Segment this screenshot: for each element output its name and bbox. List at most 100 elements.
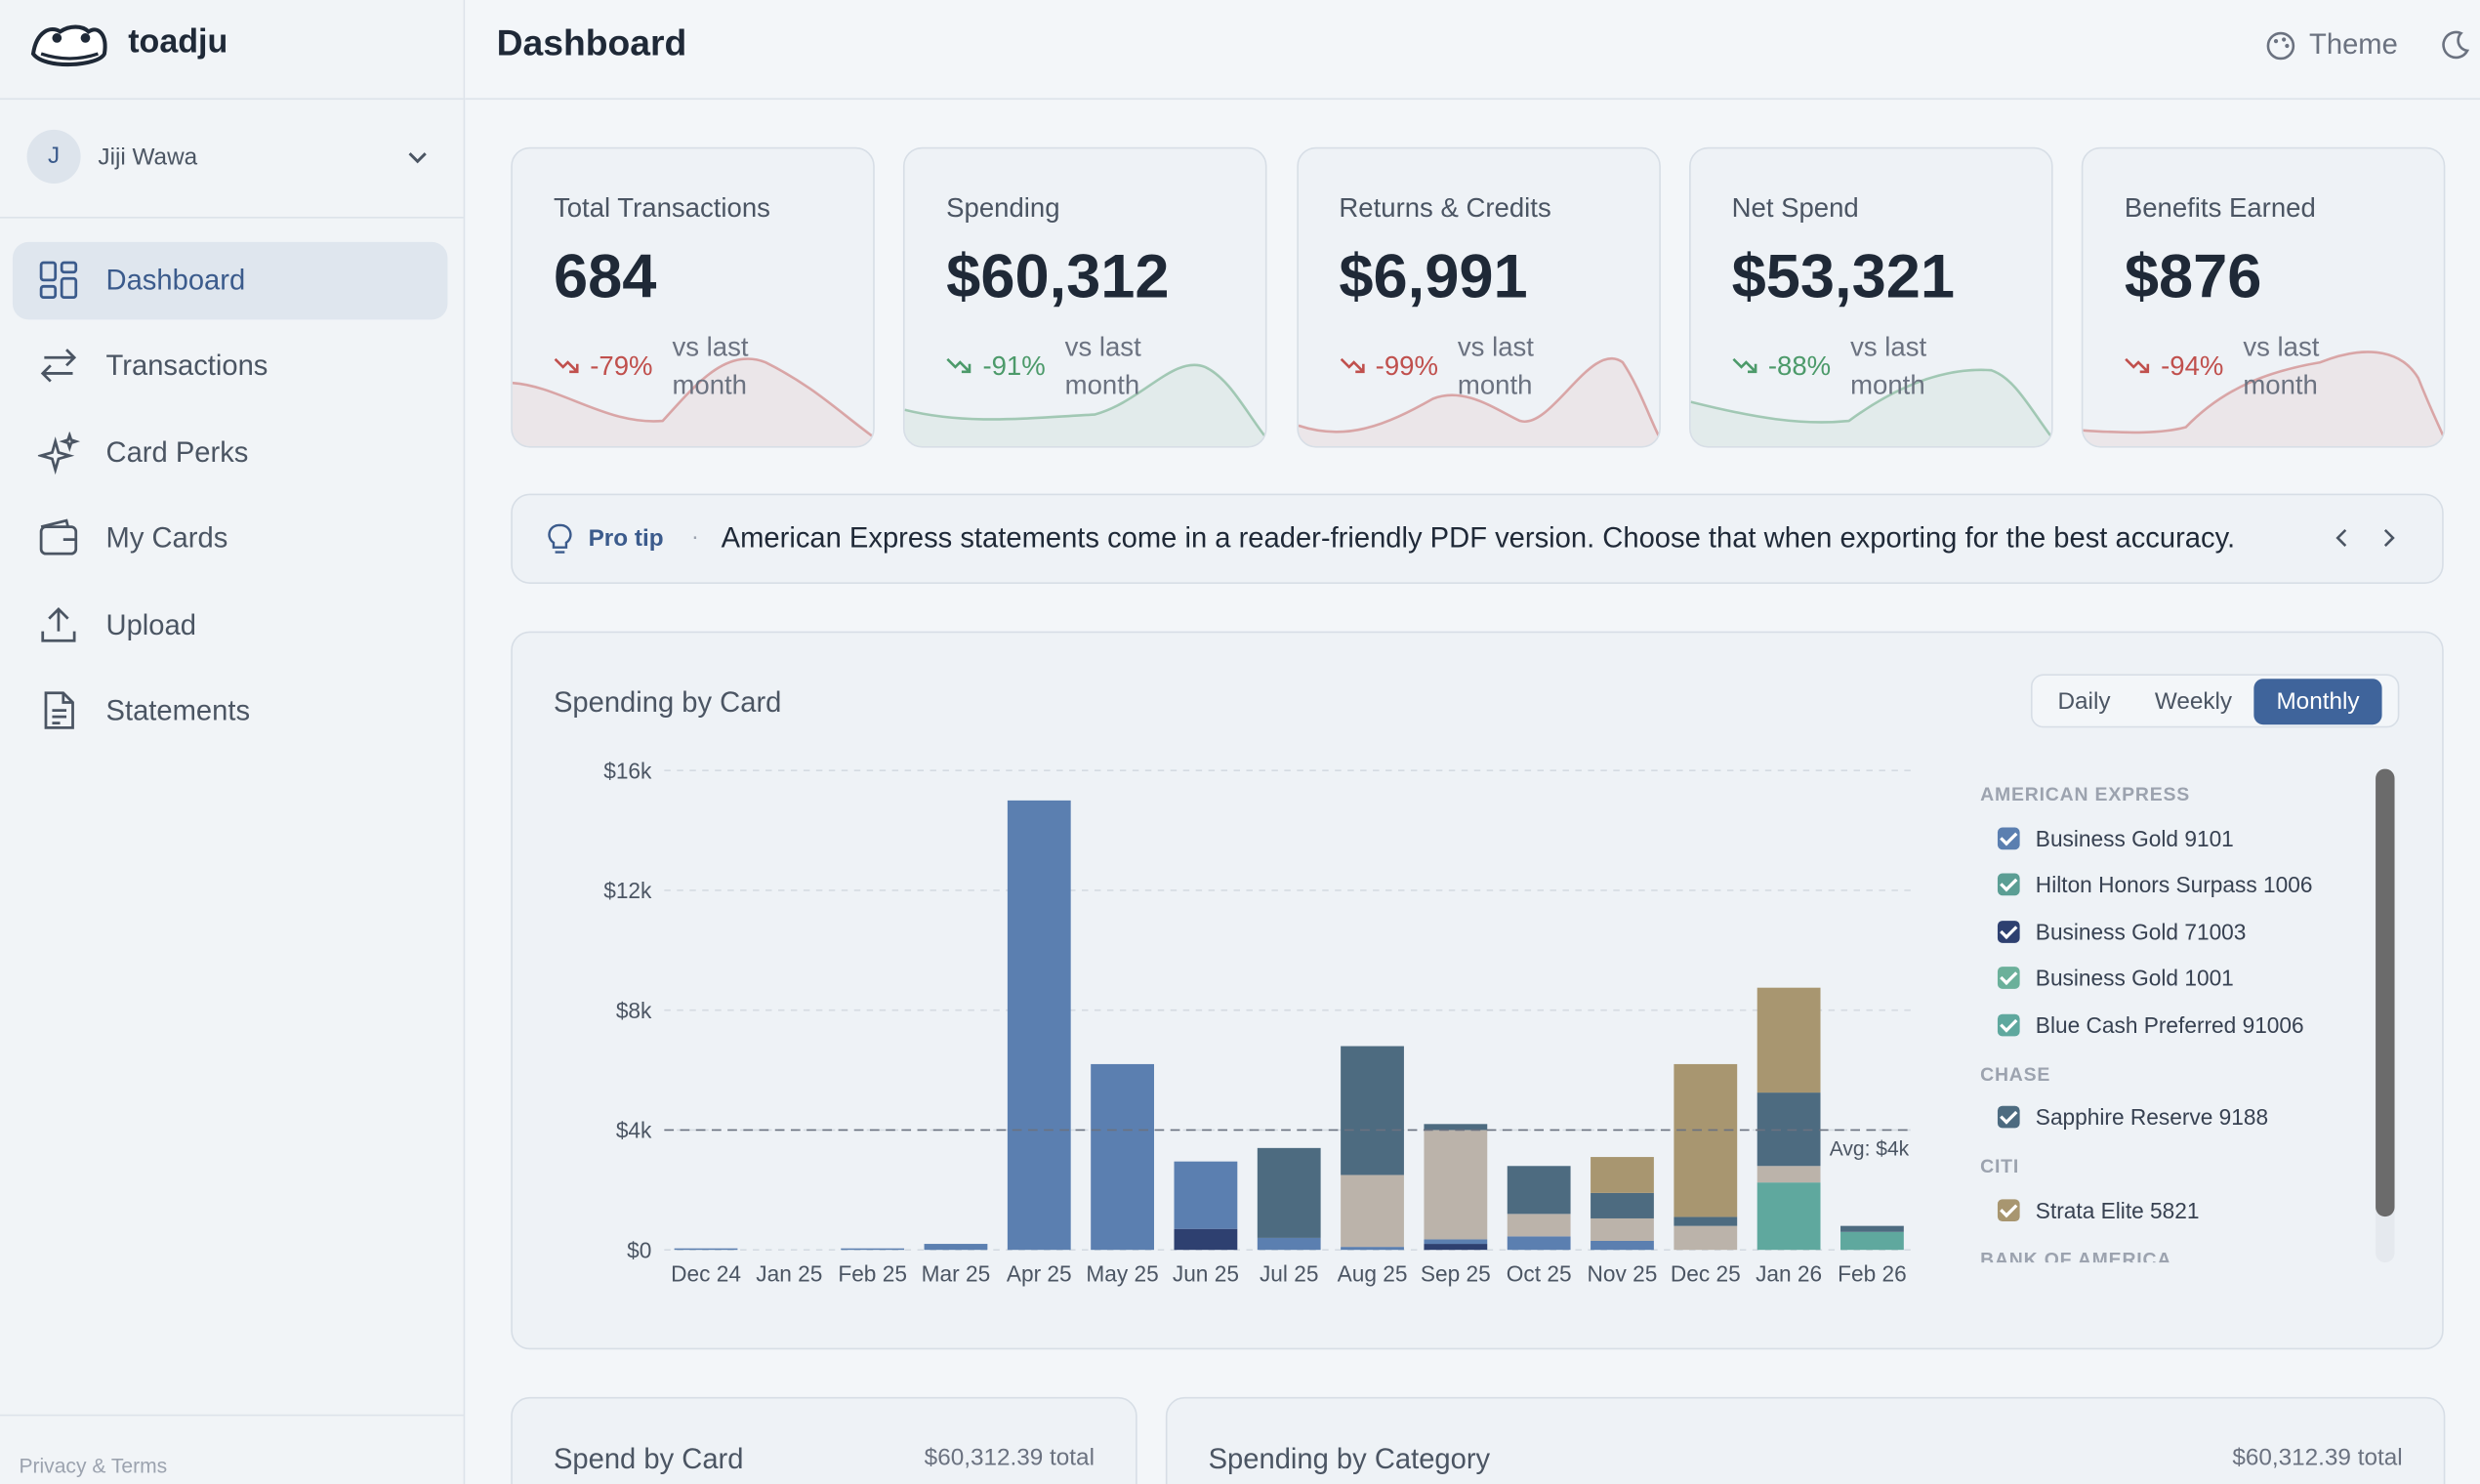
legend-item[interactable]: Business Gold 71003 (1980, 908, 2360, 955)
bar-segment (1424, 1244, 1488, 1251)
nav-item[interactable]: Card Perks (13, 414, 447, 491)
bar-segment (1257, 1147, 1321, 1238)
sparkline-line (905, 363, 1266, 438)
bar-segment (1507, 1236, 1571, 1251)
legend-item[interactable]: Business Gold 9101 (1980, 815, 2360, 862)
nav-item[interactable]: Dashboard (12, 241, 448, 320)
x-tick-label: Feb 26 (1838, 1261, 1907, 1287)
kpi-card: Returns & Credits $6,991 -99% vs last month (1296, 146, 1661, 448)
sparkline (905, 363, 1266, 446)
legend-label: Business Gold 71003 (2035, 919, 2247, 945)
legend-swatch[interactable] (1997, 920, 2020, 943)
sparkline-line (2083, 350, 2445, 437)
toggle-option[interactable]: Weekly (2154, 687, 2233, 715)
sparkline (2083, 350, 2445, 446)
tip-label: Pro tip (588, 525, 664, 553)
legend-swatch[interactable] (1997, 1013, 2020, 1037)
logo (30, 24, 107, 67)
sparkline (512, 357, 874, 446)
kpi-note: vs last month (1457, 332, 1534, 400)
nav-icon (39, 518, 78, 556)
toggle-option[interactable]: Daily (2057, 687, 2111, 715)
kpi-change-value: -79% (590, 350, 653, 382)
legend-group: AMERICAN EXPRESS (1980, 783, 2191, 805)
bar-segment (1507, 1166, 1571, 1215)
theme-button[interactable]: Theme (2309, 28, 2398, 61)
kpi-label: Benefits Earned (2124, 192, 2316, 224)
footer-link[interactable]: Privacy & Terms (19, 1454, 168, 1478)
sidebar: toadju J Jiji Wawa Dashboard Transactions… (0, 0, 466, 1484)
kpi-note: vs last month (1850, 332, 1927, 400)
legend-swatch[interactable] (1997, 827, 2020, 849)
nav-item[interactable]: Statements (13, 673, 447, 750)
sparkline-area (2083, 351, 2445, 446)
legend-item[interactable]: Sapphire Reserve 9188 (1980, 1094, 2360, 1141)
prev-tip[interactable] (2332, 527, 2354, 550)
y-tick-label: $12k (603, 878, 652, 903)
nav-label: Card Perks (105, 435, 249, 469)
nav-label: Statements (105, 694, 251, 726)
bar-segment (1591, 1157, 1654, 1193)
kpi-value: $6,991 (1339, 243, 1528, 312)
y-tick-label: $0 (627, 1237, 651, 1262)
nav-label: Transactions (105, 350, 269, 383)
panel-card: Spend by Card $60,312.39 total (511, 1396, 1137, 1484)
sparkline-line (1690, 368, 2051, 438)
kpi-label: Returns & Credits (1339, 192, 1551, 224)
page-title: Dashboard (496, 21, 687, 63)
kpi-change-value: -99% (1375, 350, 1438, 382)
legend-item[interactable]: Hilton Honors Surpass 1006 (1980, 861, 2360, 908)
nav-item[interactable]: Transactions (13, 328, 447, 405)
nav-icon (39, 261, 78, 300)
bar-segment (1424, 1130, 1488, 1240)
bar-segment (841, 1248, 905, 1251)
sparkline-area (1298, 358, 1659, 446)
kpi-change-value: -88% (1767, 350, 1832, 382)
nav-icon (44, 691, 74, 729)
palette-icon[interactable] (2265, 30, 2296, 62)
kpi-card: Benefits Earned $876 -94% vs last month (2082, 146, 2446, 448)
bar-segment (1757, 1182, 1821, 1251)
legend-swatch[interactable] (1997, 1198, 2020, 1221)
trend-icon (1340, 357, 1364, 374)
legend-label: Business Gold 1001 (2035, 965, 2234, 991)
legend-item[interactable]: Blue Cash Preferred 91006 (1980, 1002, 2360, 1049)
bar-segment (1674, 1225, 1738, 1251)
legend-item[interactable]: Strata Elite 5821 (1980, 1186, 2360, 1233)
nav-label: Upload (105, 608, 196, 640)
bar-segment (924, 1244, 988, 1251)
legend-swatch[interactable] (1997, 873, 2020, 896)
dropdown-chevron[interactable] (406, 147, 429, 170)
kpi-value: $876 (2124, 243, 2262, 312)
legend-item[interactable]: Business Gold 1001 (1980, 955, 2360, 1002)
kpi-value: $60,312 (946, 243, 1170, 312)
kpi-change: -91% (946, 351, 1046, 383)
nav-item[interactable]: Upload (13, 587, 447, 664)
kpi-note: vs last month (2243, 332, 2320, 400)
bulb-icon (548, 523, 572, 554)
user-name[interactable]: Jiji Wawa (98, 144, 198, 172)
legend-swatch[interactable] (1997, 967, 2020, 990)
bar-segment (1174, 1228, 1238, 1251)
kpi-change: -94% (2125, 351, 2223, 383)
nav-item[interactable]: My Cards (13, 500, 447, 577)
bar-segment (1091, 1063, 1154, 1251)
average-label: Avg: $4k (1830, 1137, 1910, 1160)
kpi-label: Total Transactions (553, 192, 770, 224)
sparkline (1690, 368, 2051, 446)
sparkline (1298, 356, 1659, 446)
period-toggle: Daily Weekly Monthly (2030, 674, 2400, 728)
legend-swatch[interactable] (1997, 1106, 2020, 1129)
toggle-option[interactable]: Monthly (2253, 678, 2382, 724)
next-tip[interactable] (2377, 527, 2400, 550)
x-tick-label: Sep 25 (1421, 1261, 1491, 1287)
tip-text: American Express statements come in a re… (721, 521, 2236, 555)
trend-icon (554, 357, 579, 374)
dark-mode-toggle[interactable] (2437, 28, 2472, 63)
kpi-card: Spending $60,312 -91% vs last month (903, 146, 1268, 448)
nav-icon (40, 349, 77, 384)
nav-icon (41, 606, 76, 642)
sparkline-line (1298, 356, 1659, 437)
